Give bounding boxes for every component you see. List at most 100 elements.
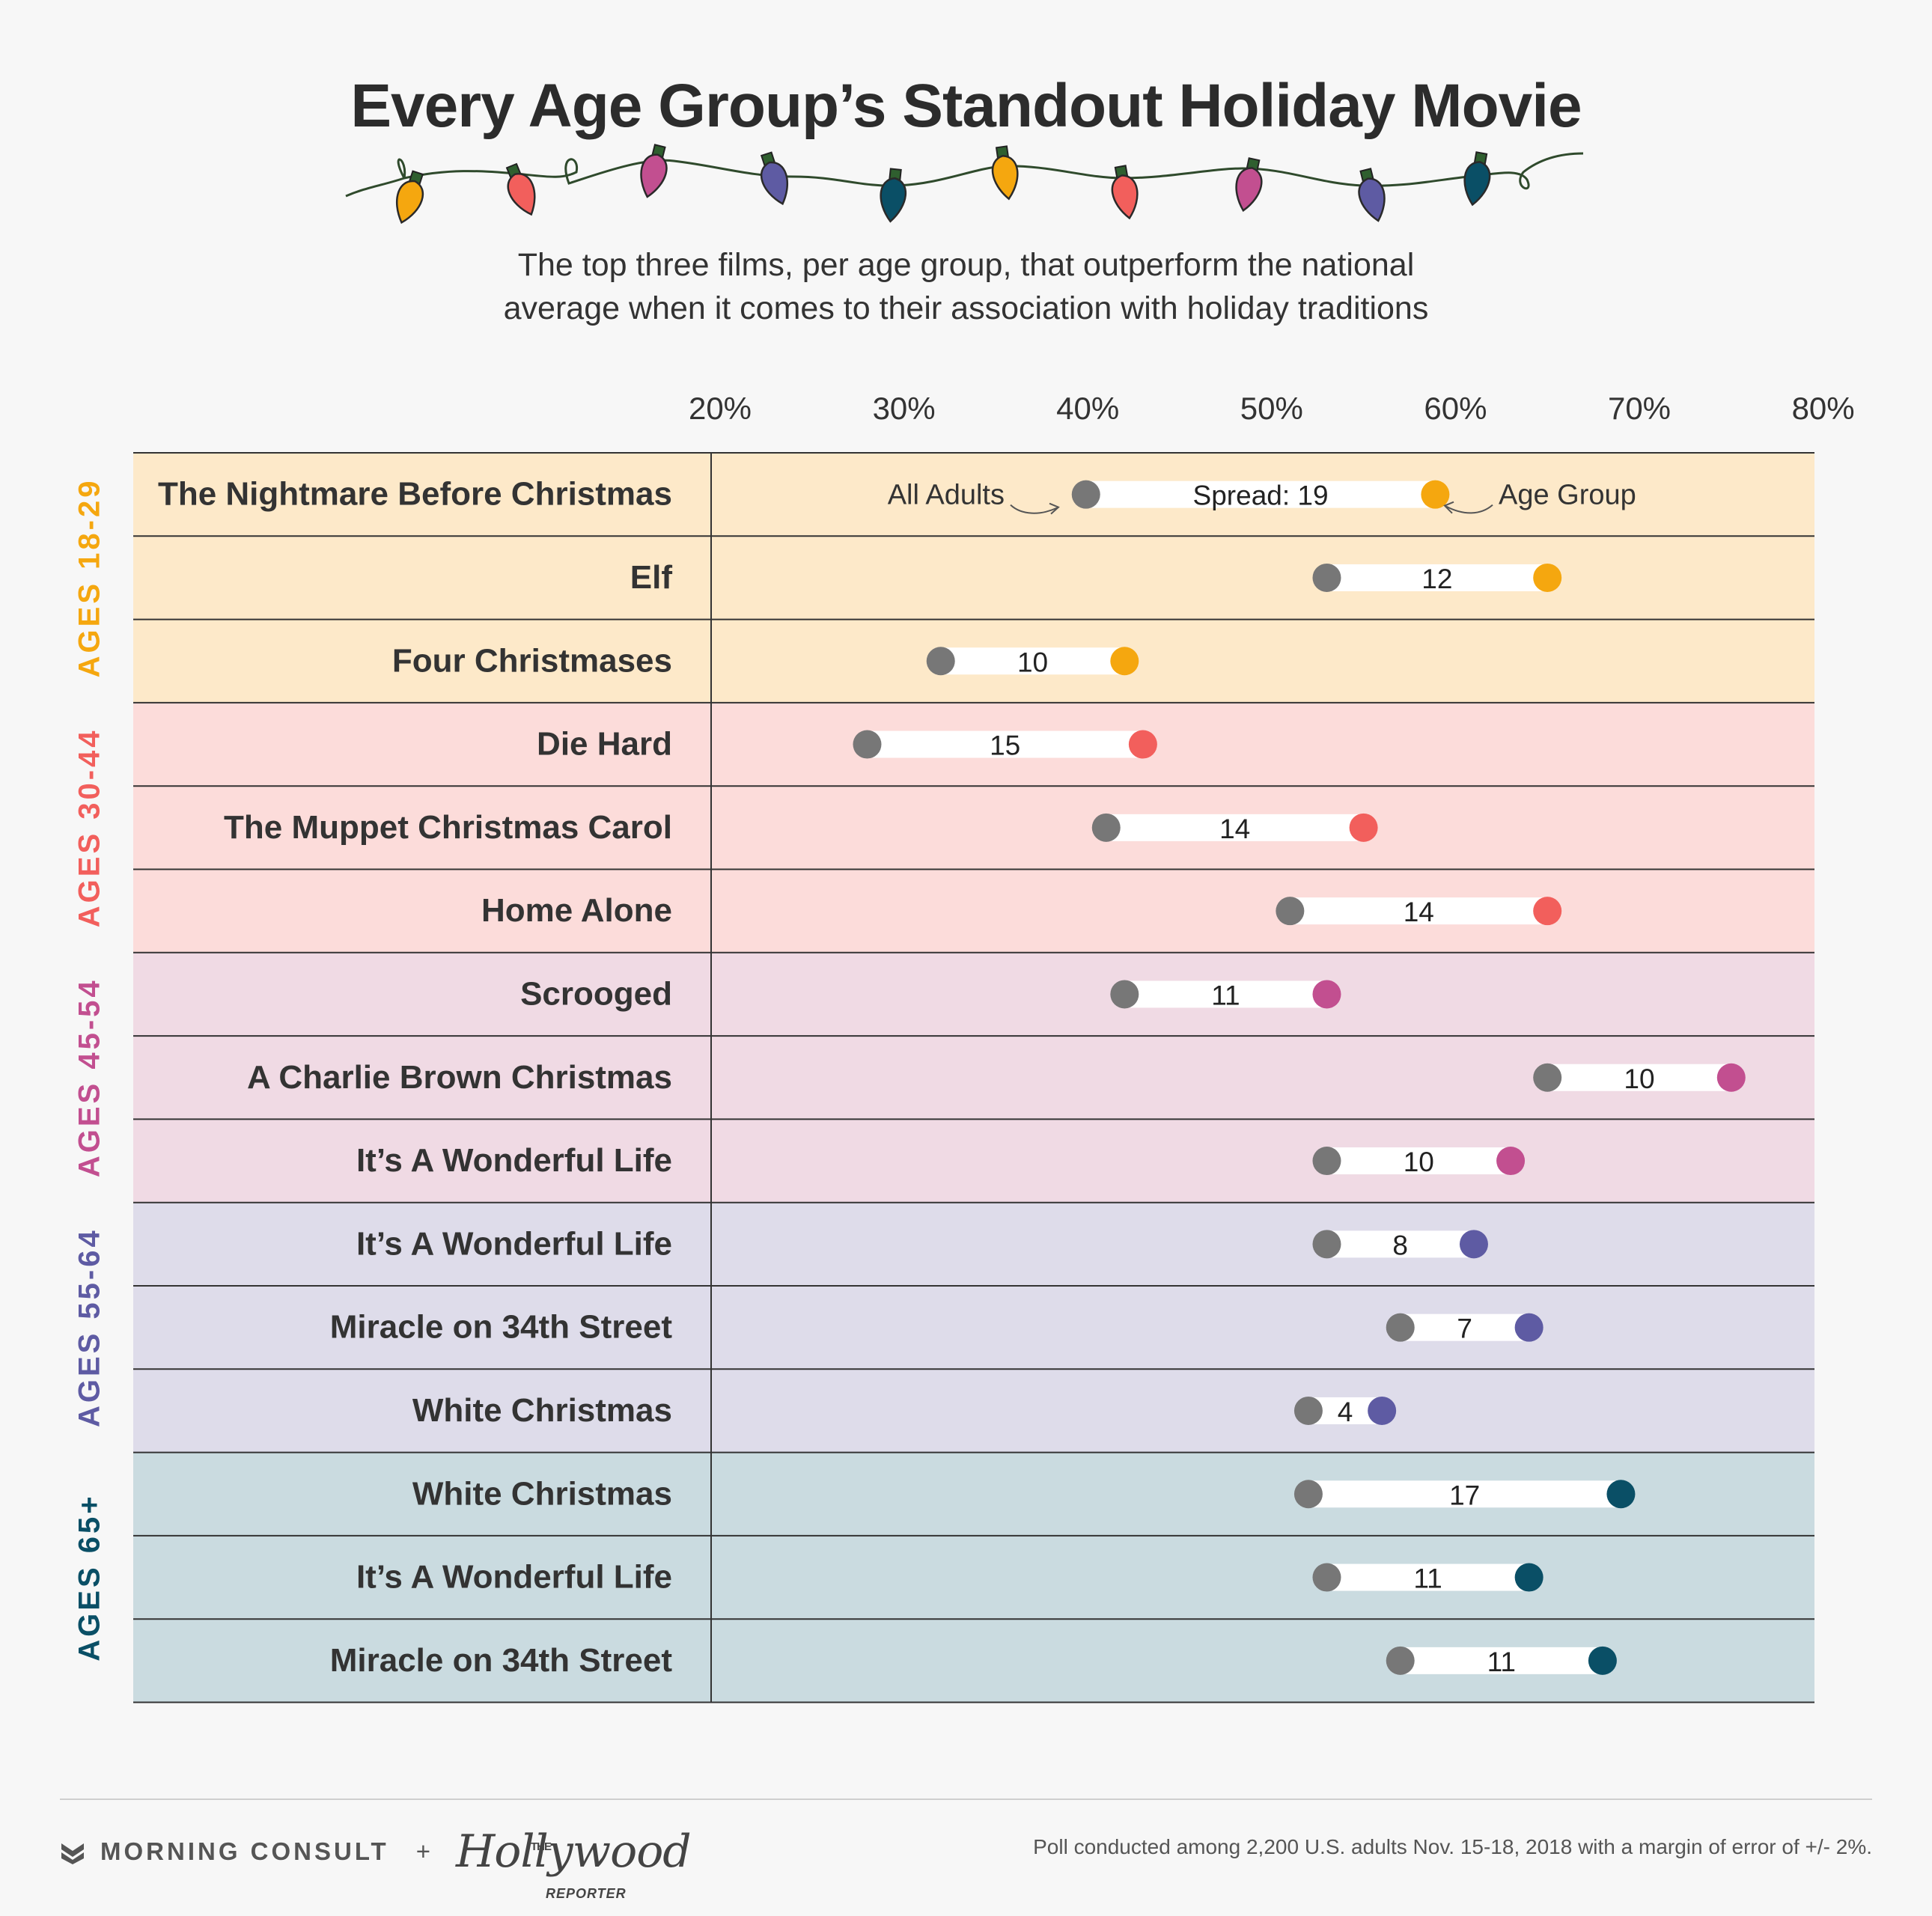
film-title: Miracle on 34th Street xyxy=(330,1642,673,1679)
film-title: It’s A Wonderful Life xyxy=(356,1559,672,1596)
age-group-label: AGES 55-64 xyxy=(73,1227,106,1427)
light-bulb xyxy=(640,144,668,198)
plus-sign: + xyxy=(415,1837,430,1865)
light-bulb xyxy=(395,170,424,225)
holiday-lights-decoration xyxy=(345,144,1584,225)
hollywood-reporter-the: THE xyxy=(530,1840,552,1853)
spread-value: 14 xyxy=(1404,897,1434,927)
x-tick-label: 20% xyxy=(689,391,752,426)
age-group-label: AGES 65+ xyxy=(73,1493,106,1661)
spread-bar xyxy=(940,647,1125,675)
age-group-dot xyxy=(1533,563,1562,592)
light-bulb-glass xyxy=(991,154,1019,201)
age-group-dot xyxy=(1606,1480,1636,1509)
age-group-arrow xyxy=(1445,504,1493,514)
spread-bar xyxy=(867,730,1143,758)
all-adults-dot xyxy=(1386,1313,1415,1342)
spread-value: 11 xyxy=(1487,1647,1516,1677)
age-group-dot xyxy=(1349,813,1378,842)
light-bulb-glass xyxy=(1358,177,1386,222)
spread-value: 14 xyxy=(1219,814,1250,844)
age-group-label: AGES 18-29 xyxy=(73,478,106,678)
spread-bar xyxy=(1326,1147,1511,1175)
light-bulb xyxy=(991,145,1019,201)
spread-bar xyxy=(1106,814,1364,841)
spread-value: 11 xyxy=(1211,980,1240,1010)
light-bulb-glass xyxy=(507,173,536,216)
light-bulb-glass xyxy=(640,153,668,198)
all-adults-dot xyxy=(1110,980,1139,1009)
age-group-dot xyxy=(1128,730,1157,759)
film-title: Four Christmases xyxy=(392,642,672,679)
film-title: Miracle on 34th Street xyxy=(330,1309,673,1346)
spread-value: 17 xyxy=(1449,1480,1480,1510)
all-adults-dot xyxy=(1386,1646,1415,1675)
poll-methodology-note: Poll conducted among 2,200 U.S. adults N… xyxy=(1033,1835,1872,1858)
all-adults-annotation: All Adults xyxy=(888,480,1005,511)
age-group-dot xyxy=(1110,647,1139,676)
film-title: Scrooged xyxy=(520,975,672,1012)
age-group-dot xyxy=(1496,1147,1526,1176)
light-bulb xyxy=(505,162,536,216)
light-bulb-glass xyxy=(1463,161,1491,207)
hollywood-reporter-wordmark: Hollywood xyxy=(455,1825,692,1878)
age-group-dot xyxy=(1533,897,1562,926)
spread-value: 12 xyxy=(1421,564,1452,594)
hollywood-reporter-logo: THE Hollywood REPORTER xyxy=(456,1829,692,1901)
spread-bar xyxy=(1085,480,1436,508)
light-bulb xyxy=(1235,157,1263,213)
footer-divider xyxy=(60,1798,1872,1800)
all-adults-dot xyxy=(1293,1480,1323,1509)
subtitle-line-1: The top three films, per age group, that… xyxy=(517,247,1415,283)
all-adults-arrow xyxy=(1010,504,1058,514)
all-adults-dot xyxy=(853,730,882,759)
spread-bar xyxy=(1326,1563,1529,1591)
age-group-arrowhead xyxy=(1443,501,1454,514)
film-title: Die Hard xyxy=(537,726,672,763)
spread-value: 10 xyxy=(1017,647,1048,677)
all-adults-dot xyxy=(926,647,955,676)
film-title: White Christmas xyxy=(412,1475,672,1512)
all-adults-dot xyxy=(1071,480,1100,509)
x-tick-label: 80% xyxy=(1792,391,1855,426)
all-adults-dot xyxy=(1312,1563,1341,1592)
light-bulb xyxy=(1463,151,1491,207)
spread-value: Spread: 19 xyxy=(1193,480,1329,511)
light-bulb-glass xyxy=(1111,174,1139,220)
age-group-dot xyxy=(1368,1396,1397,1425)
hollywood-reporter-reporter: REPORTER xyxy=(545,1886,627,1901)
all-adults-dot xyxy=(1091,813,1121,842)
light-bulb xyxy=(1358,168,1386,222)
spread-bar xyxy=(1326,1230,1474,1258)
page-title: Every Age Group’s Standout Holiday Movie xyxy=(350,72,1582,140)
subtitle-line-2: average when it comes to their associati… xyxy=(503,290,1429,326)
age-group-annotation: Age Group xyxy=(1499,480,1636,511)
spread-bar xyxy=(1308,1480,1621,1508)
light-bulb xyxy=(880,168,906,223)
age-group-dot xyxy=(1514,1313,1544,1342)
spread-value: 10 xyxy=(1404,1147,1434,1177)
age-group-dot xyxy=(1588,1646,1617,1675)
age-group-dot xyxy=(1421,480,1450,509)
film-title: Home Alone xyxy=(481,892,672,929)
spread-value: 8 xyxy=(1392,1230,1408,1260)
x-tick-label: 30% xyxy=(873,391,936,426)
all-adults-arrowhead xyxy=(1049,502,1060,515)
x-tick-label: 40% xyxy=(1056,391,1119,426)
age-group-label: AGES 45-54 xyxy=(73,977,106,1177)
film-title: It’s A Wonderful Life xyxy=(356,1142,672,1179)
light-bulb-glass xyxy=(880,177,906,223)
spread-value: 15 xyxy=(990,730,1020,761)
spread-bar xyxy=(1326,564,1548,591)
all-adults-dot xyxy=(1312,1230,1341,1259)
spread-value: 4 xyxy=(1338,1397,1353,1427)
light-bulb xyxy=(760,151,789,206)
all-adults-dot xyxy=(1276,897,1305,926)
subtitle: The top three films, per age group, that… xyxy=(0,243,1932,330)
morning-consult-wordmark: MORNING CONSULT xyxy=(100,1837,389,1865)
all-adults-dot xyxy=(1293,1396,1323,1425)
footer-logos: MORNING CONSULT + THE Hollywood REPORTER xyxy=(60,1829,692,1901)
age-group-dot xyxy=(1459,1230,1488,1259)
dumbbell-chart: 20% 30% 40% 50% 60% 70% 80% AGES 18-29 The Night… xyxy=(73,391,1855,1703)
spread-value: 11 xyxy=(1413,1563,1442,1594)
